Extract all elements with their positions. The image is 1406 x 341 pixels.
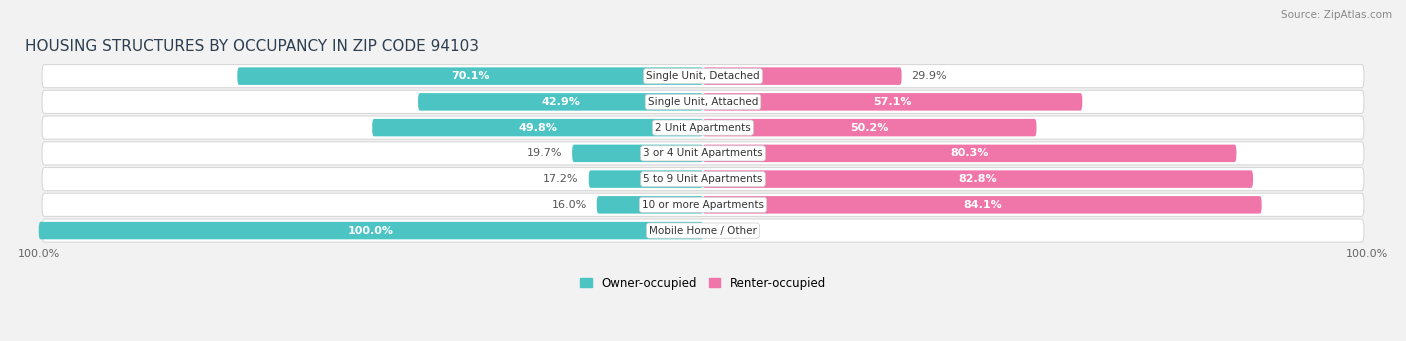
FancyBboxPatch shape [42,193,1364,217]
Text: 17.2%: 17.2% [543,174,579,184]
FancyBboxPatch shape [42,219,1364,242]
Text: 29.9%: 29.9% [911,71,948,81]
FancyBboxPatch shape [42,142,1364,165]
Legend: Owner-occupied, Renter-occupied: Owner-occupied, Renter-occupied [579,277,827,290]
FancyBboxPatch shape [42,116,1364,139]
Text: Source: ZipAtlas.com: Source: ZipAtlas.com [1281,10,1392,20]
Text: HOUSING STRUCTURES BY OCCUPANCY IN ZIP CODE 94103: HOUSING STRUCTURES BY OCCUPANCY IN ZIP C… [25,39,479,54]
Text: 50.2%: 50.2% [851,123,889,133]
Text: Single Unit, Attached: Single Unit, Attached [648,97,758,107]
Text: 0.0%: 0.0% [713,226,741,236]
Text: 10 or more Apartments: 10 or more Apartments [643,200,763,210]
Text: 82.8%: 82.8% [959,174,997,184]
FancyBboxPatch shape [39,222,703,239]
FancyBboxPatch shape [572,145,703,162]
FancyBboxPatch shape [703,93,1083,110]
FancyBboxPatch shape [42,90,1364,114]
Text: 70.1%: 70.1% [451,71,489,81]
Text: 57.1%: 57.1% [873,97,912,107]
Text: 80.3%: 80.3% [950,148,988,158]
FancyBboxPatch shape [42,167,1364,191]
FancyBboxPatch shape [238,68,703,85]
Text: 84.1%: 84.1% [963,200,1001,210]
Text: 16.0%: 16.0% [551,200,586,210]
FancyBboxPatch shape [42,64,1364,88]
FancyBboxPatch shape [703,145,1236,162]
Text: 42.9%: 42.9% [541,97,579,107]
FancyBboxPatch shape [703,170,1253,188]
FancyBboxPatch shape [596,196,703,213]
Text: 19.7%: 19.7% [527,148,562,158]
Text: Mobile Home / Other: Mobile Home / Other [650,226,756,236]
Text: 2 Unit Apartments: 2 Unit Apartments [655,123,751,133]
FancyBboxPatch shape [373,119,703,136]
Text: 3 or 4 Unit Apartments: 3 or 4 Unit Apartments [643,148,763,158]
Text: 5 to 9 Unit Apartments: 5 to 9 Unit Apartments [644,174,762,184]
FancyBboxPatch shape [703,68,901,85]
FancyBboxPatch shape [703,196,1261,213]
FancyBboxPatch shape [589,170,703,188]
FancyBboxPatch shape [703,119,1036,136]
Text: Single Unit, Detached: Single Unit, Detached [647,71,759,81]
Text: 49.8%: 49.8% [519,123,557,133]
FancyBboxPatch shape [418,93,703,110]
Text: 100.0%: 100.0% [347,226,394,236]
